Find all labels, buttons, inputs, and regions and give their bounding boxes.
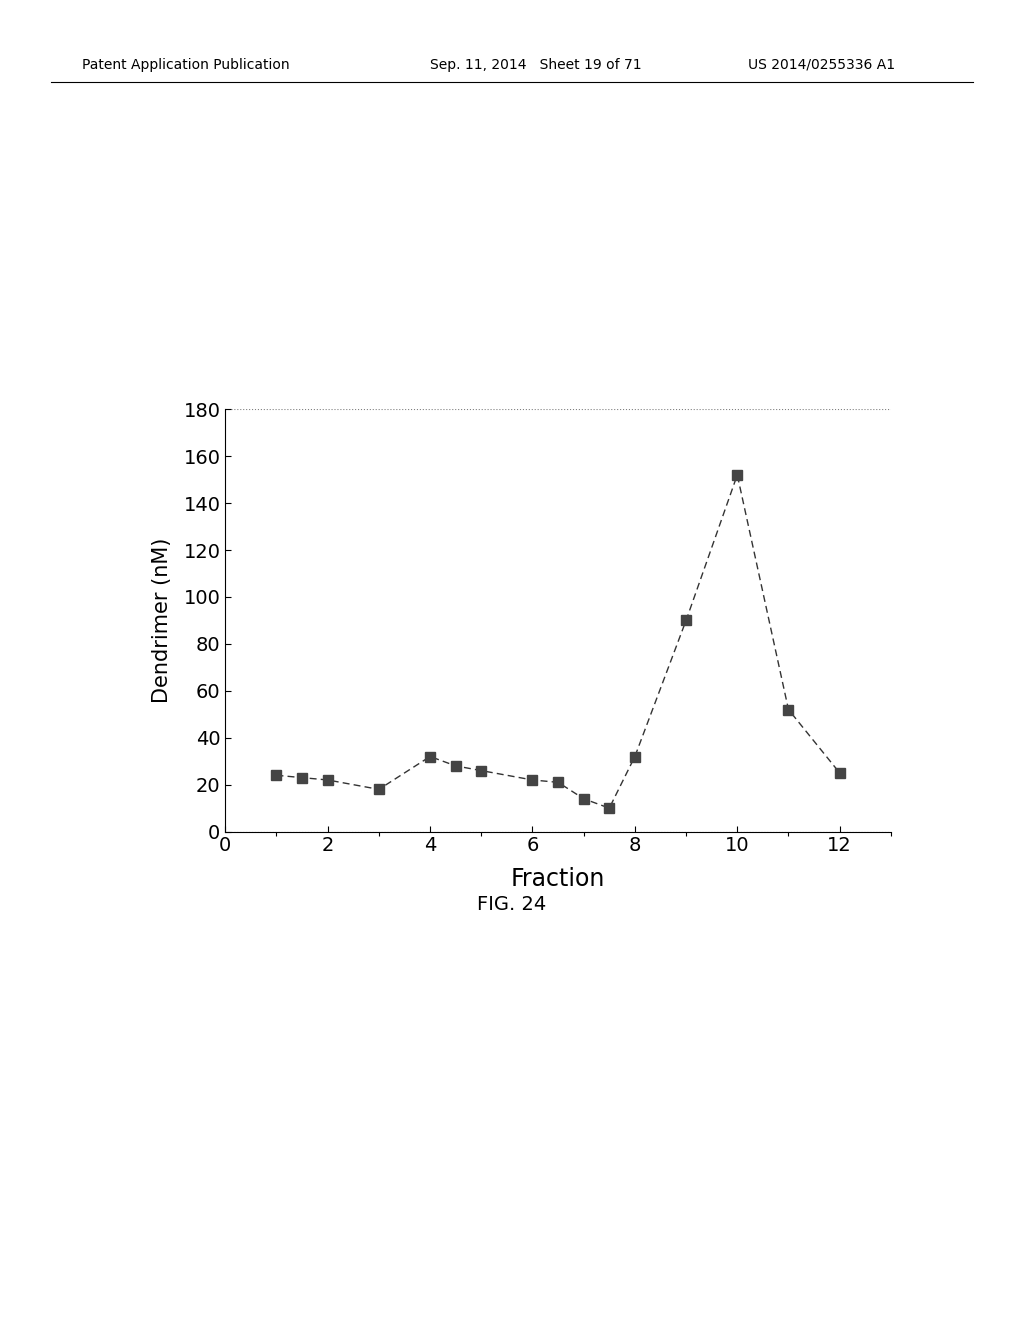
Text: Sep. 11, 2014   Sheet 19 of 71: Sep. 11, 2014 Sheet 19 of 71 (430, 58, 642, 71)
Text: US 2014/0255336 A1: US 2014/0255336 A1 (748, 58, 895, 71)
Text: FIG. 24: FIG. 24 (477, 895, 547, 913)
X-axis label: Fraction: Fraction (511, 866, 605, 891)
Y-axis label: Dendrimer (nM): Dendrimer (nM) (153, 537, 172, 704)
Text: Patent Application Publication: Patent Application Publication (82, 58, 290, 71)
